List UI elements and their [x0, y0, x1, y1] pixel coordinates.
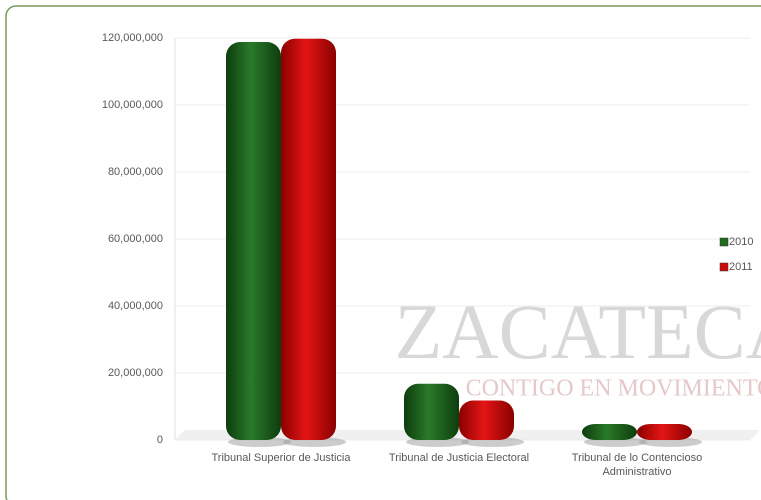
bar: [459, 400, 514, 440]
legend-swatch: [719, 262, 729, 272]
y-tick-label: 20,000,000: [108, 367, 163, 379]
y-tick-label: 80,000,000: [108, 166, 163, 178]
y-tick-label: 60,000,000: [108, 233, 163, 245]
bar: [582, 423, 637, 440]
legend-label: 2011: [729, 261, 753, 273]
watermark: ZACATECAS: [395, 288, 761, 375]
frame-border: [5, 5, 761, 500]
y-tick-label: 100,000,000: [102, 99, 163, 111]
x-tick-label: Tribunal de lo Contencioso Administrativ…: [571, 452, 703, 478]
bar: [281, 38, 336, 440]
y-tick-label: 40,000,000: [108, 300, 163, 312]
bar: [404, 383, 459, 440]
x-tick-label: Tribunal Superior de Justicia: [211, 452, 351, 464]
x-tick-label: Tribunal de Justicia Electoral: [388, 452, 530, 464]
y-tick-label: 0: [157, 434, 163, 446]
bar: [226, 42, 281, 441]
bar: [637, 423, 692, 440]
y-tick-label: 120,000,000: [102, 32, 163, 44]
legend-swatch: [719, 237, 729, 247]
watermark: CONTIGO EN MOVIMIENTO: [466, 376, 761, 402]
legend-label: 2010: [729, 236, 753, 248]
